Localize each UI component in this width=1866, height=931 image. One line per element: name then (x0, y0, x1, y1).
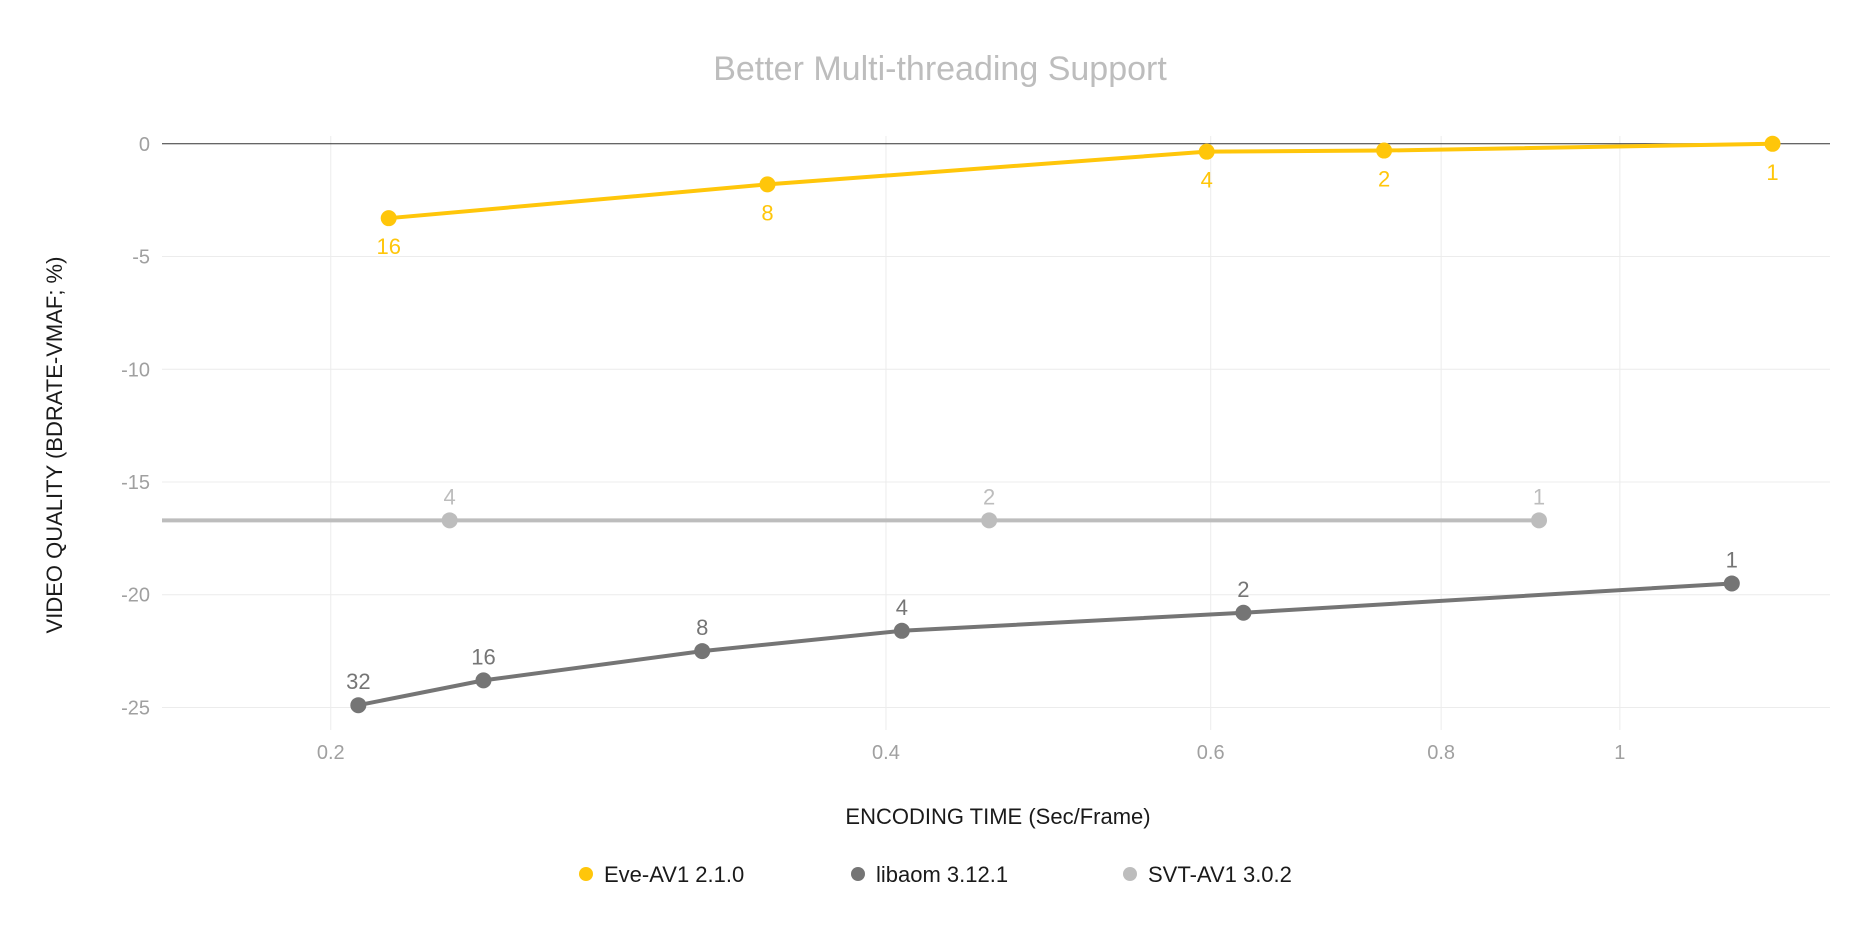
data-label: 2 (983, 484, 995, 509)
x-tick-label: 0.6 (1197, 742, 1225, 764)
y-tick-label: -25 (121, 697, 150, 719)
legend-label: SVT-AV1 3.0.2 (1148, 862, 1292, 887)
data-point (1235, 604, 1252, 621)
x-axis-ticks: 0.2 0.4 0.6 0.8 1 (317, 742, 1626, 764)
data-label: 2 (1237, 577, 1249, 602)
data-label: 16 (471, 644, 495, 669)
data-label: 1 (1726, 547, 1738, 572)
x-axis-label: ENCODING TIME (Sec/Frame) (845, 804, 1150, 829)
y-tick-label: 0 (139, 134, 150, 156)
data-label: 16 (376, 234, 400, 259)
series-line (388, 141, 1773, 221)
data-point (1198, 143, 1215, 160)
data-point (1764, 135, 1781, 152)
data-label: 2 (1378, 167, 1390, 192)
y-tick-label: -20 (121, 585, 150, 607)
data-point (981, 512, 998, 529)
y-tick-label: -5 (132, 247, 150, 269)
data-label: 4 (896, 595, 908, 620)
legend-label: libaom 3.12.1 (876, 862, 1008, 887)
data-point (350, 697, 367, 714)
y-axis-label: VIDEO QUALITY (BDRATE-VMAF; %) (42, 257, 67, 634)
data-label: 32 (346, 669, 370, 694)
data-point (1723, 575, 1740, 592)
y-tick-label: -10 (121, 359, 150, 381)
legend-label: Eve-AV1 2.1.0 (604, 862, 744, 887)
series-line (357, 581, 1732, 708)
x-tick-label: 0.2 (317, 742, 345, 764)
data-point (1376, 142, 1393, 159)
x-tick-label: 0.8 (1427, 742, 1455, 764)
series-1: 32 16 8 4 2 1 (346, 547, 1740, 714)
grid-lines (162, 136, 1830, 730)
chart-title: Better Multi-threading Support (713, 50, 1167, 88)
data-label: 8 (696, 615, 708, 640)
data-point (759, 176, 776, 193)
data-point (694, 643, 711, 660)
legend-marker (1123, 867, 1137, 881)
data-point (380, 210, 397, 227)
legend-marker (579, 867, 593, 881)
data-point (893, 622, 910, 639)
series-2: 4 2 1 (162, 484, 1548, 529)
data-label: 4 (444, 484, 456, 509)
x-tick-label: 0.4 (872, 742, 900, 764)
legend: Eve-AV1 2.1.0 libaom 3.12.1 SVT-AV1 3.0.2 (579, 862, 1292, 887)
legend-marker (851, 867, 865, 881)
data-label: 8 (761, 200, 773, 225)
x-tick-label: 1 (1614, 742, 1625, 764)
y-tick-label: -15 (121, 472, 150, 494)
series-lines: 16 8 4 2 1 32 16 8 4 2 1 4 2 1 (162, 135, 1781, 714)
data-label: 4 (1201, 168, 1213, 193)
data-point (1531, 512, 1548, 529)
y-axis-ticks: 0 -5 -10 -15 -20 -25 (121, 134, 150, 720)
data-label: 1 (1766, 160, 1778, 185)
data-point (475, 672, 492, 689)
data-point (441, 512, 458, 529)
data-label: 1 (1533, 484, 1545, 509)
series-0: 16 8 4 2 1 (376, 135, 1781, 259)
